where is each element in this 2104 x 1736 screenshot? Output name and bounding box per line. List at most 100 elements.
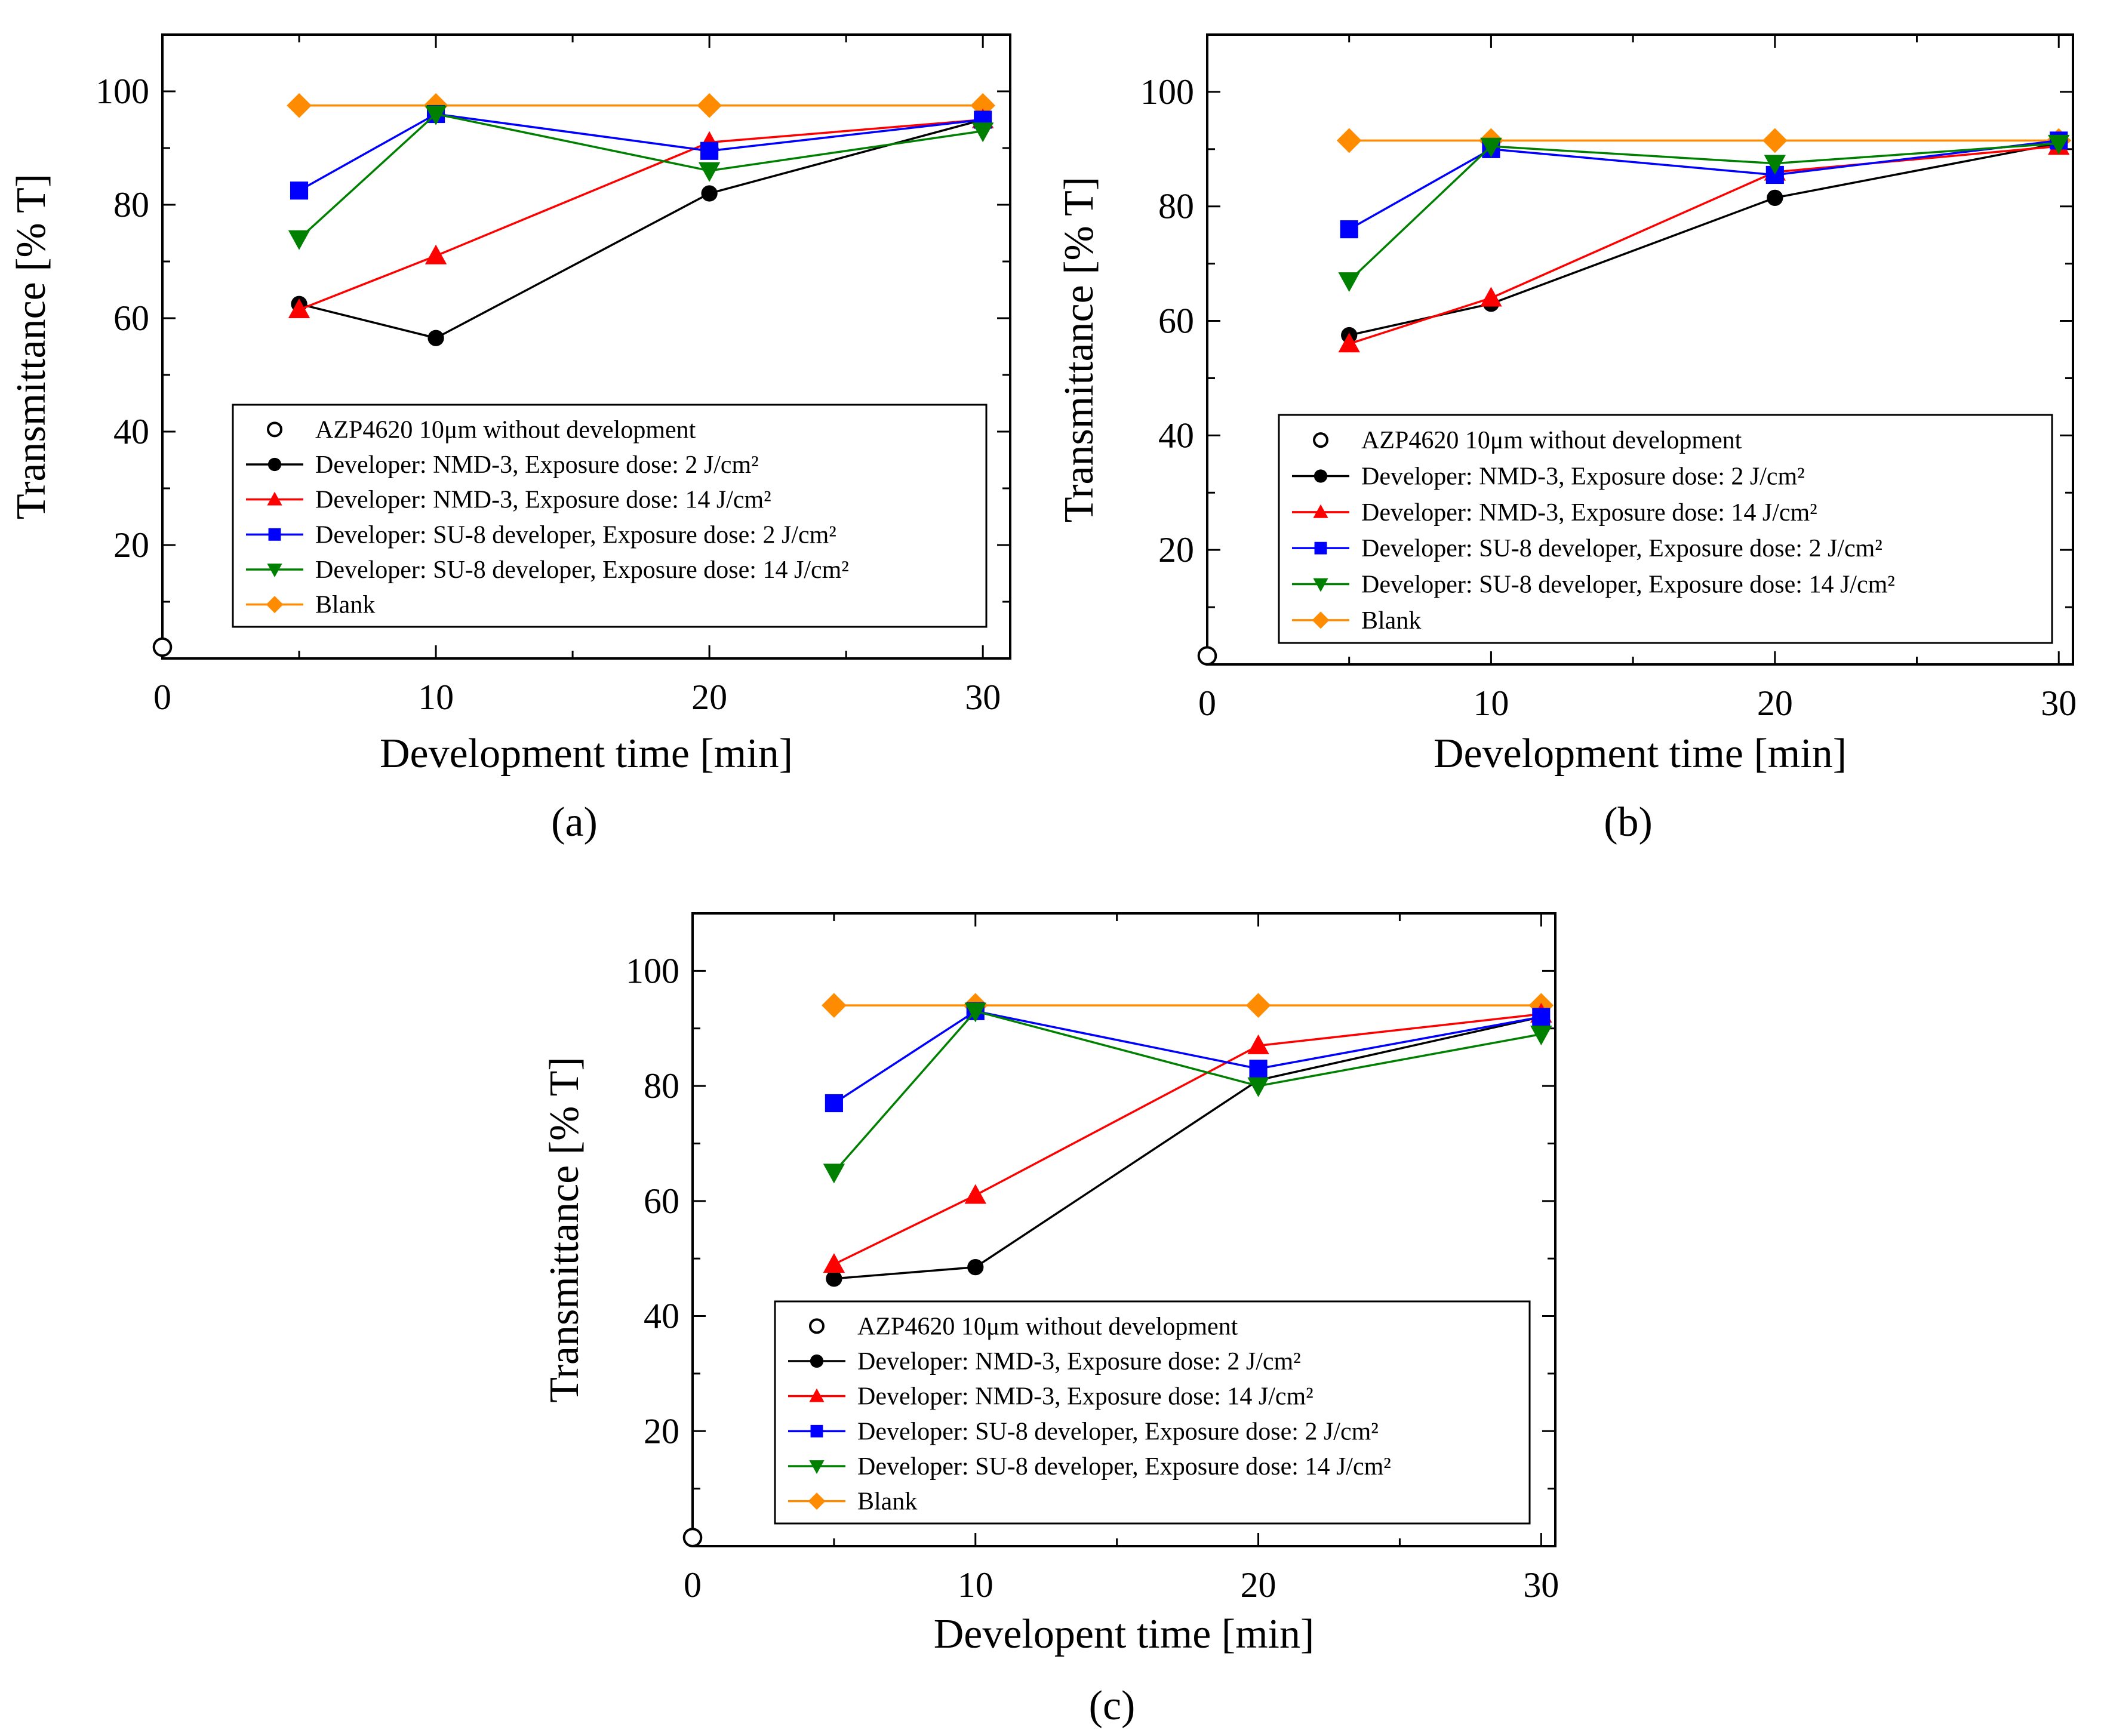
chart-panel-a: 0 10 20 30 20 40 60 80 100 Development time [min]…: [8, 33, 1011, 845]
data-point-su8_2: [1340, 220, 1358, 239]
y-tick-label: 80: [1158, 187, 1194, 226]
legend-marker-blank: [808, 1492, 826, 1510]
legend: AZP4620 10μm without development Develope…: [1278, 414, 2053, 644]
legend-label-unexposed: AZP4620 10μm without development: [857, 1313, 1238, 1340]
series-unexposed: [1197, 646, 1217, 666]
series-su8_14: [1338, 134, 2070, 293]
data-point-su8_14: [1338, 272, 1360, 293]
series-blank: [822, 993, 1554, 1018]
y-tick-label: 100: [96, 72, 149, 111]
data-point-blank: [1336, 128, 1362, 153]
data-point-nmd3_14: [823, 1253, 845, 1273]
data-point-su8_2: [1532, 1008, 1551, 1026]
data-point-blank: [822, 993, 847, 1018]
legend-marker-nmd3_14: [809, 1388, 825, 1402]
data-point-nmd3_14: [1480, 287, 1502, 307]
chart-panel-c: 0 10 20 30 20 40 60 80 100 Developent time [min] T…: [542, 912, 1559, 1729]
data-point-unexposed: [682, 1528, 703, 1547]
series-su8_14: [288, 105, 994, 250]
series-line-nmd3_2: [299, 118, 983, 340]
series-nmd3_14: [823, 1002, 1552, 1273]
data-point-nmd3_2: [427, 330, 444, 346]
legend-label-nmd3_2: Developer: NMD-3, Exposure dose: 2 J/cm²: [315, 451, 759, 479]
series-blank: [1336, 128, 2072, 153]
legend-box: [1278, 414, 2053, 644]
legend-marker-nmd3_14: [1313, 504, 1328, 518]
legend-box: [232, 404, 988, 628]
plot-frame: [1206, 33, 2074, 666]
data-point-nmd3_14: [288, 298, 310, 319]
y-tick-label: 40: [644, 1297, 679, 1336]
legend-label-unexposed: AZP4620 10μm without development: [315, 416, 696, 444]
data-point-nmd3_2: [967, 1258, 984, 1276]
data-point-blank: [1245, 993, 1271, 1018]
data-point-su8_14: [1530, 1026, 1552, 1046]
x-tick-label: 0: [684, 1565, 702, 1605]
legend-marker-unexposed: [809, 1318, 825, 1334]
data-point-unexposed: [152, 637, 173, 657]
legend-label-nmd3_2: Developer: NMD-3, Exposure dose: 2 J/cm²: [857, 1348, 1301, 1375]
y-tick-label: 40: [113, 412, 149, 451]
legend-marker-su8_2: [268, 528, 281, 541]
series-line-su8_2: [833, 1009, 1542, 1104]
y-tick-label: 60: [1158, 301, 1194, 341]
data-point-su8_14: [2048, 134, 2070, 155]
x-axis-title: Developent time [min]: [934, 1611, 1315, 1657]
legend-label-su8_14: Developer: SU-8 developer, Exposure dose…: [1361, 571, 1895, 599]
legend-marker-su8_2: [1314, 541, 1327, 555]
data-point-su8_14: [698, 162, 721, 182]
legend-marker-su8_14: [809, 1460, 825, 1474]
data-point-su8_2: [825, 1094, 843, 1113]
series-unexposed: [682, 1528, 703, 1547]
legend-marker-unexposed: [267, 421, 282, 438]
x-tick-label: 10: [958, 1565, 993, 1605]
data-point-su8_2: [700, 141, 719, 160]
x-tick-label: 0: [1198, 684, 1216, 723]
x-axis-title: Development time [min]: [1434, 731, 1847, 777]
series-unexposed: [152, 637, 173, 657]
data-point-su8_14: [288, 230, 310, 250]
series-nmd3_14: [288, 108, 994, 319]
y-tick-label: 80: [113, 185, 149, 224]
data-point-su8_14: [823, 1164, 845, 1184]
y-tick-label: 100: [1140, 72, 1194, 112]
series-nmd3_2: [291, 111, 991, 346]
series-line-su8_2: [1348, 139, 2059, 230]
series-line-nmd3_14: [299, 118, 983, 311]
data-point-blank: [697, 93, 722, 118]
series-line-su8_2: [299, 113, 983, 192]
series-line-nmd3_2: [1349, 142, 2059, 337]
y-tick-label: 100: [626, 951, 679, 990]
y-tick-label: 80: [644, 1066, 679, 1106]
legend-label-blank: Blank: [1361, 607, 1421, 635]
data-point-su8_2: [290, 181, 309, 200]
legend-label-su8_14: Developer: SU-8 developer, Exposure dose…: [315, 556, 849, 584]
data-point-nmd3_14: [425, 244, 447, 264]
data-point-unexposed: [1197, 646, 1217, 666]
legend-label-su8_2: Developer: SU-8 developer, Exposure dose…: [315, 521, 836, 549]
legend-label-nmd3_2: Developer: NMD-3, Exposure dose: 2 J/cm²: [1361, 463, 1805, 491]
panel-label: (a): [551, 799, 598, 845]
chart-panel-b: 0 10 20 30 20 40 60 80 100 Development time [min]…: [1056, 33, 2077, 845]
data-point-su8_14: [1764, 155, 1786, 175]
y-tick-label: 20: [1158, 530, 1194, 570]
legend-label-su8_14: Developer: SU-8 developer, Exposure dose…: [857, 1453, 1391, 1480]
legend-label-nmd3_14: Developer: NMD-3, Exposure dose: 14 J/cm…: [1361, 499, 1817, 527]
legend-marker-nmd3_14: [267, 491, 282, 506]
y-axis-title: Transmittance [% T]: [8, 174, 54, 519]
x-tick-label: 10: [1473, 684, 1509, 723]
series-su8_14: [823, 1002, 1552, 1184]
legend-marker-nmd3_2: [810, 1354, 824, 1368]
data-point-su8_14: [971, 122, 994, 143]
y-tick-label: 20: [644, 1411, 679, 1451]
legend: AZP4620 10μm without development Develope…: [774, 1300, 1531, 1525]
legend-marker-su8_14: [1313, 578, 1328, 592]
y-tick-label: 60: [644, 1181, 679, 1221]
series-line-su8_14: [298, 113, 983, 240]
panel-label: (b): [1604, 799, 1653, 845]
x-tick-label: 30: [2041, 684, 2077, 723]
data-point-nmd3_2: [826, 1270, 842, 1287]
series-blank: [287, 93, 995, 118]
y-tick-label: 20: [113, 525, 149, 565]
